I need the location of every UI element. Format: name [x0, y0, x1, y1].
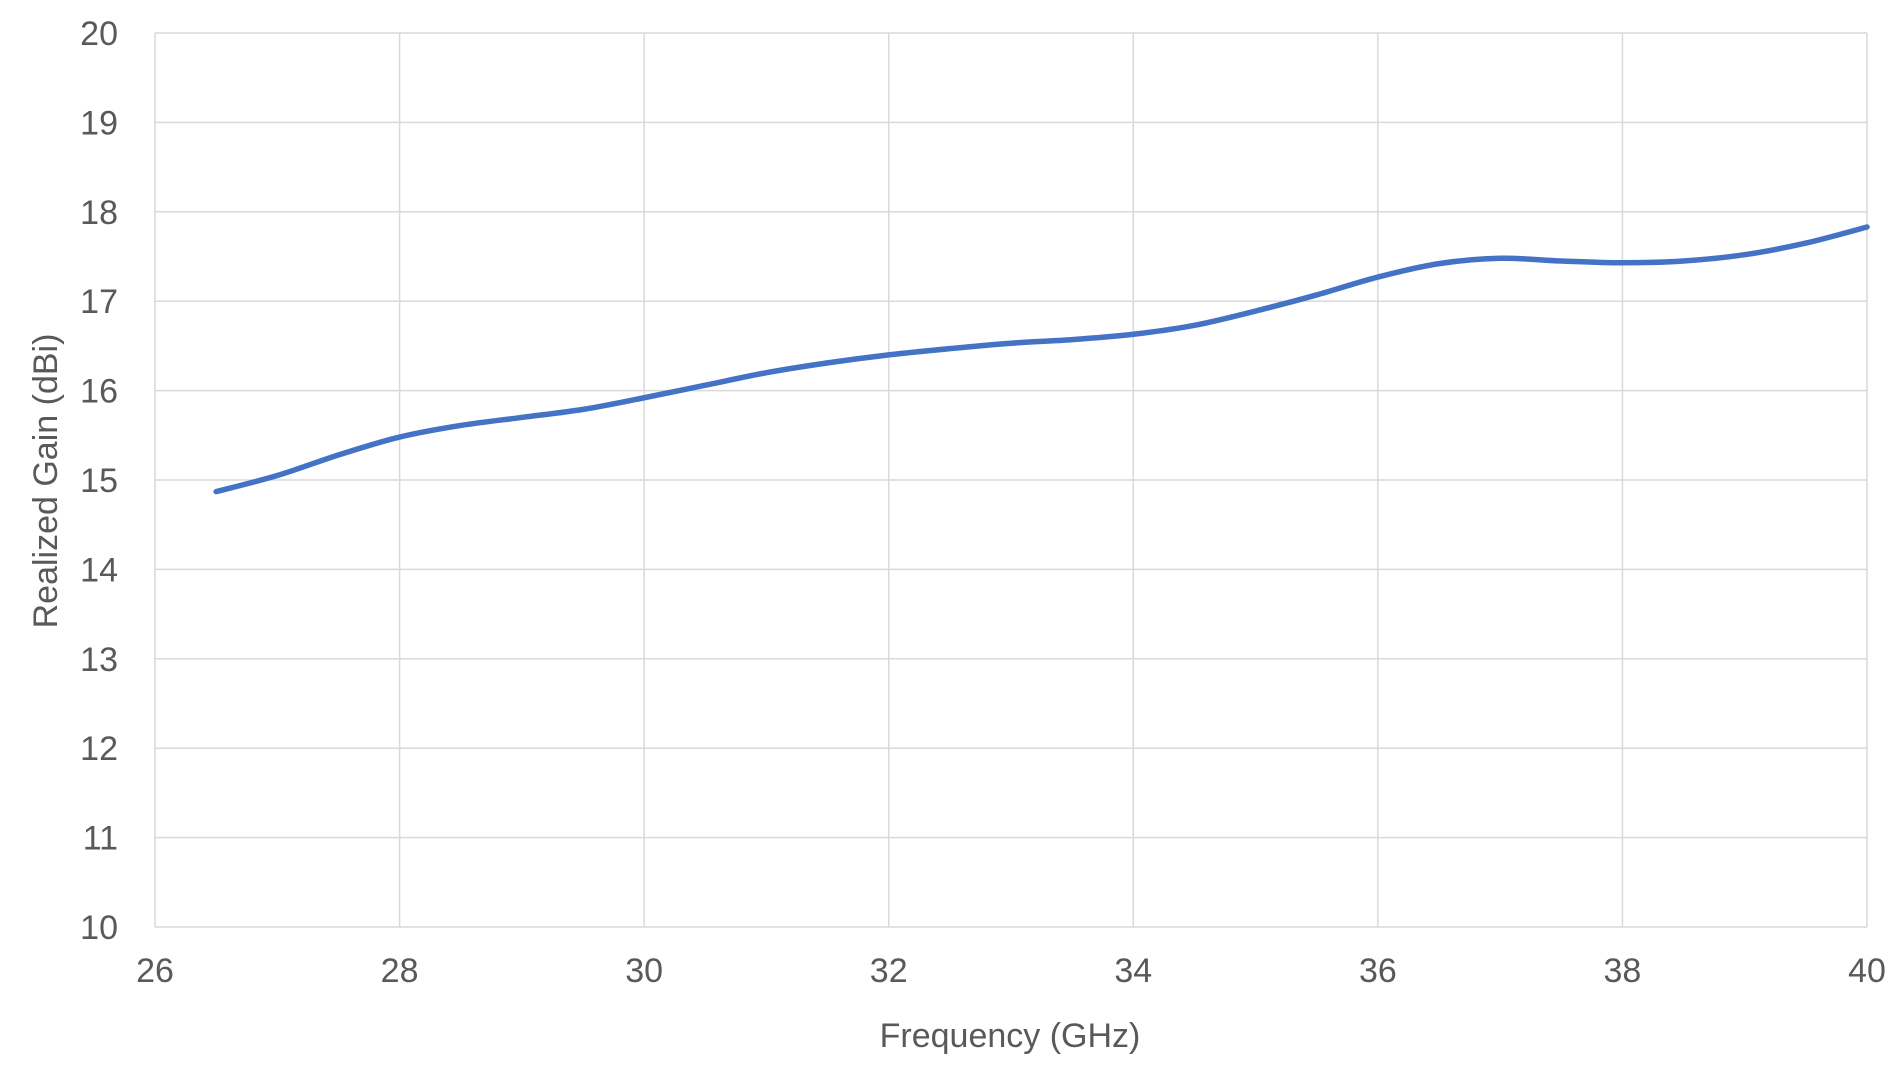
plot-area — [213, 224, 1870, 495]
x-tick-label: 36 — [1359, 952, 1397, 990]
y-tick-label: 19 — [80, 104, 118, 142]
x-tick-label: 30 — [625, 952, 663, 990]
gridlines — [154, 32, 1868, 928]
x-tick-label: 34 — [1114, 952, 1152, 990]
y-axis-title: Realized Gain (dBi) — [27, 334, 65, 629]
y-tick-label: 10 — [80, 909, 118, 947]
y-tick-label: 15 — [80, 462, 118, 500]
x-tick-label: 32 — [870, 952, 908, 990]
y-tick-label: 11 — [83, 820, 118, 858]
series-line — [213, 224, 1870, 495]
y-tick-label: 16 — [80, 373, 118, 411]
y-tick-label: 20 — [80, 15, 118, 53]
y-tick-label: 14 — [80, 551, 118, 589]
y-tick-label: 17 — [80, 283, 118, 321]
y-tick-label: 13 — [80, 641, 118, 679]
y-tick-label: 18 — [80, 194, 118, 232]
x-axis-tick-labels: 26 28 30 32 34 36 38 40 — [136, 952, 1886, 990]
x-tick-label: 26 — [136, 952, 174, 990]
x-tick-label: 38 — [1604, 952, 1642, 990]
y-tick-label: 12 — [80, 730, 118, 768]
y-axis-tick-labels: 10 11 12 13 14 15 16 17 18 19 20 — [80, 15, 118, 947]
x-axis-title: Frequency (GHz) — [880, 1017, 1141, 1055]
x-tick-label: 40 — [1848, 952, 1886, 990]
x-tick-label: 28 — [381, 952, 419, 990]
